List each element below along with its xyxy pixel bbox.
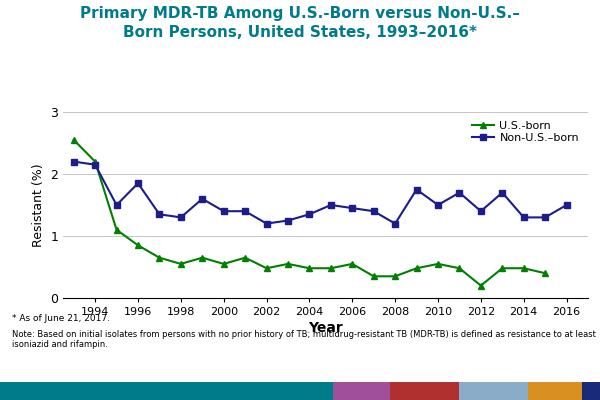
U.S.-born xyxy=(242,255,249,260)
Non-U.S.–born xyxy=(113,202,120,207)
U.S.-born xyxy=(477,283,484,288)
Text: Note: Based on initial isolates from persons with no prior history of TB; multid: Note: Based on initial isolates from per… xyxy=(12,330,596,350)
Legend: U.S.-born, Non-U.S.–born: U.S.-born, Non-U.S.–born xyxy=(469,118,583,146)
U.S.-born xyxy=(413,266,420,271)
Non-U.S.–born xyxy=(542,215,549,220)
Non-U.S.–born xyxy=(456,190,463,195)
X-axis label: Year: Year xyxy=(308,321,343,335)
U.S.-born xyxy=(70,138,77,142)
U.S.-born xyxy=(370,274,377,279)
Non-U.S.–born xyxy=(242,209,249,214)
Y-axis label: Resistant (%): Resistant (%) xyxy=(32,163,44,247)
U.S.-born xyxy=(327,266,334,271)
Non-U.S.–born xyxy=(349,206,356,210)
U.S.-born xyxy=(349,262,356,266)
U.S.-born xyxy=(284,262,292,266)
Non-U.S.–born xyxy=(520,215,527,220)
Non-U.S.–born xyxy=(370,209,377,214)
U.S.-born xyxy=(177,262,184,266)
Non-U.S.–born xyxy=(70,159,77,164)
Non-U.S.–born xyxy=(284,218,292,223)
Non-U.S.–born xyxy=(477,209,484,214)
Non-U.S.–born xyxy=(306,212,313,217)
Non-U.S.–born xyxy=(156,212,163,217)
Non-U.S.–born xyxy=(392,221,399,226)
U.S.-born xyxy=(134,243,142,248)
Line: U.S.-born: U.S.-born xyxy=(71,137,548,289)
U.S.-born xyxy=(392,274,399,279)
Non-U.S.–born xyxy=(499,190,506,195)
U.S.-born xyxy=(306,266,313,271)
U.S.-born xyxy=(199,255,206,260)
U.S.-born xyxy=(434,262,442,266)
U.S.-born xyxy=(156,255,163,260)
U.S.-born xyxy=(456,266,463,271)
Non-U.S.–born xyxy=(263,221,270,226)
Text: * As of June 21, 2017.: * As of June 21, 2017. xyxy=(12,314,110,323)
U.S.-born xyxy=(542,271,549,276)
Non-U.S.–born xyxy=(199,196,206,201)
U.S.-born xyxy=(499,266,506,271)
Non-U.S.–born xyxy=(177,215,184,220)
Non-U.S.–born xyxy=(434,202,442,207)
U.S.-born xyxy=(92,159,99,164)
Non-U.S.–born xyxy=(413,187,420,192)
Non-U.S.–born xyxy=(92,162,99,167)
Non-U.S.–born xyxy=(563,202,570,207)
U.S.-born xyxy=(263,266,270,271)
Non-U.S.–born xyxy=(220,209,227,214)
U.S.-born xyxy=(520,266,527,271)
Non-U.S.–born xyxy=(327,202,334,207)
Text: Primary MDR-TB Among U.S.-Born versus Non-U.S.–
Born Persons, United States, 199: Primary MDR-TB Among U.S.-Born versus No… xyxy=(80,6,520,40)
U.S.-born xyxy=(220,262,227,266)
Non-U.S.–born xyxy=(134,181,142,186)
U.S.-born xyxy=(113,227,120,232)
Line: Non-U.S.–born: Non-U.S.–born xyxy=(71,158,569,227)
